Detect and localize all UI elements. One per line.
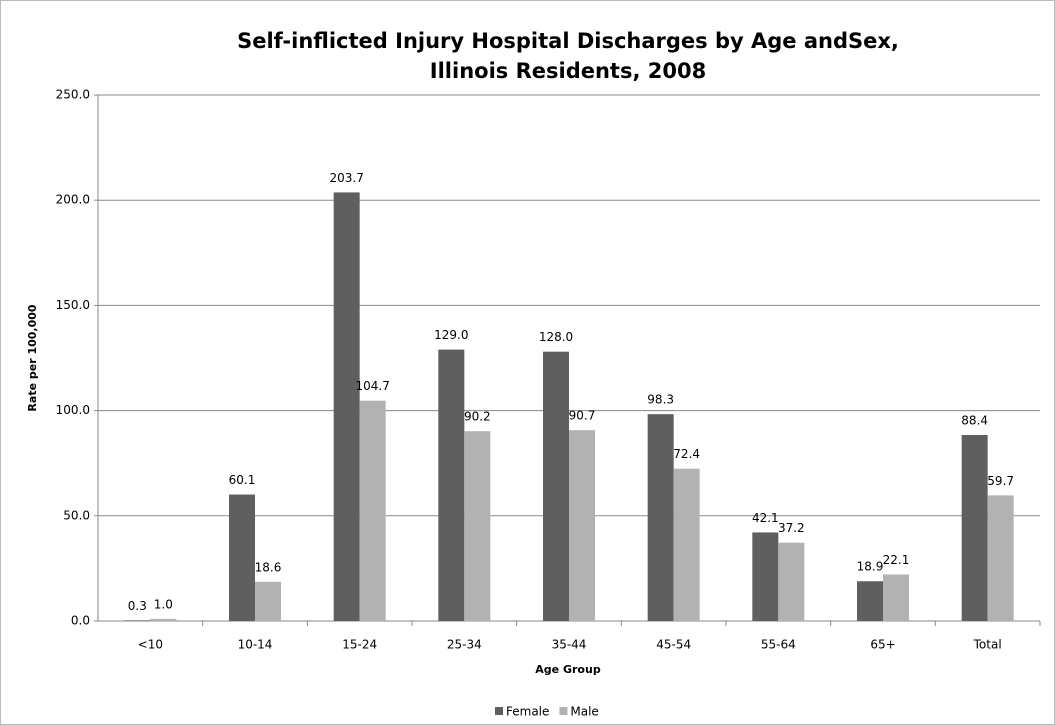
bar — [255, 581, 281, 621]
legend-swatch — [495, 707, 503, 715]
bar — [647, 414, 674, 621]
y-tick-label: 200.0 — [56, 193, 90, 207]
bar — [543, 351, 569, 621]
x-tick-label: <10 — [138, 638, 163, 652]
data-label: 88.4 — [961, 414, 988, 428]
chart-title: Illinois Residents, 2008 — [430, 59, 706, 83]
y-tick-label: 150.0 — [56, 298, 90, 312]
x-tick-label: 35-44 — [552, 638, 587, 652]
bar — [150, 618, 177, 621]
y-tick-label: 50.0 — [63, 508, 90, 522]
data-label: 59.7 — [987, 474, 1014, 488]
data-label: 0.3 — [128, 599, 147, 613]
data-label: 37.2 — [778, 521, 805, 535]
y-tick-label: 100.0 — [56, 403, 90, 417]
x-tick-label: 15-24 — [342, 638, 377, 652]
bar — [229, 494, 255, 621]
bar — [464, 431, 491, 621]
data-label: 42.1 — [752, 511, 779, 525]
data-label: 60.1 — [229, 473, 256, 487]
bar — [752, 532, 779, 621]
bar — [987, 495, 1014, 621]
y-tick-label: 0.0 — [71, 614, 90, 628]
x-tick-label: 25-34 — [447, 638, 482, 652]
bar — [673, 468, 700, 621]
y-axis-label: Rate per 100,000 — [26, 304, 39, 411]
chart-title: Self-inflicted Injury Hospital Discharge… — [237, 29, 899, 53]
legend-swatch — [559, 707, 568, 715]
data-label: 98.3 — [647, 393, 674, 407]
y-tick-label: 250.0 — [56, 88, 90, 102]
data-label: 72.4 — [673, 447, 700, 461]
x-tick-label: Total — [973, 638, 1002, 652]
bar — [333, 192, 360, 621]
bar — [961, 435, 988, 621]
x-axis-label: Age Group — [535, 663, 601, 676]
x-tick-label: 10-14 — [238, 638, 273, 652]
data-label: 22.1 — [883, 553, 910, 567]
legend-label: Male — [570, 705, 598, 719]
x-tick-label: 65+ — [870, 638, 895, 652]
data-label: 18.6 — [255, 560, 282, 574]
bar — [359, 400, 386, 621]
bar — [883, 574, 909, 621]
x-tick-label: 55-64 — [761, 638, 796, 652]
x-tick-label: 45-54 — [656, 638, 691, 652]
data-label: 90.7 — [569, 409, 596, 423]
legend-label: Female — [506, 705, 549, 719]
bar — [124, 620, 151, 621]
bar — [569, 430, 595, 621]
data-label: 18.9 — [857, 560, 884, 574]
data-label: 128.0 — [539, 330, 573, 344]
data-label: 90.2 — [464, 410, 491, 424]
data-label: 129.0 — [434, 328, 468, 342]
data-label: 104.7 — [355, 379, 389, 393]
data-label: 1.0 — [154, 597, 173, 611]
bar — [857, 581, 883, 621]
data-label: 203.7 — [329, 171, 363, 185]
bar — [778, 542, 805, 621]
bar — [438, 349, 465, 621]
